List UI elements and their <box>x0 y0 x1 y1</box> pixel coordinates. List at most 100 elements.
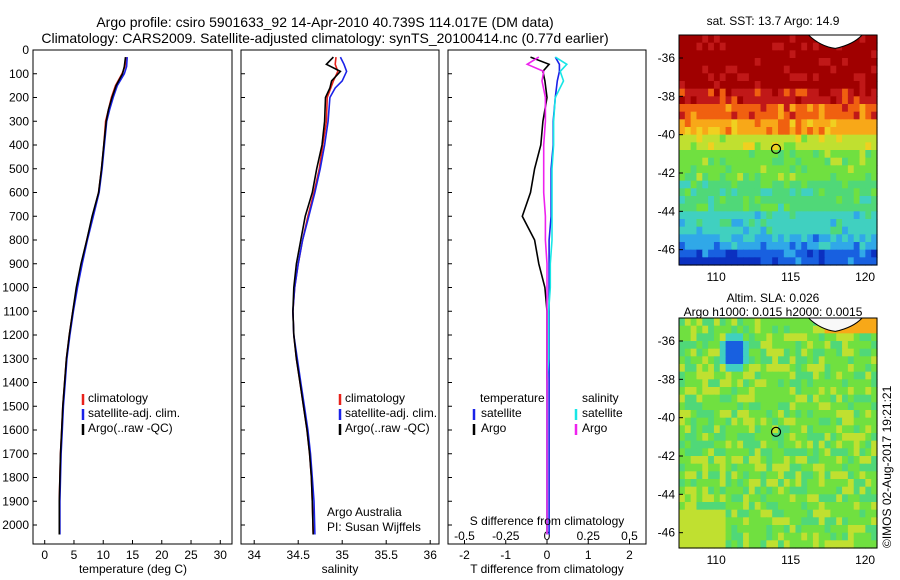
map-cell <box>719 494 727 503</box>
map-cell <box>713 157 721 166</box>
map-cell <box>725 111 733 120</box>
map-cell <box>696 433 703 442</box>
map-cell <box>865 226 872 235</box>
xtick-label: 0 <box>544 548 551 562</box>
map-cell <box>760 35 767 44</box>
map-cell <box>830 88 837 97</box>
map-cell <box>818 242 826 251</box>
map-cell <box>789 348 797 357</box>
map-cell <box>684 502 692 511</box>
map-cell <box>807 517 814 526</box>
map-cell <box>679 188 686 197</box>
map-ytick-label: -44 <box>658 487 676 501</box>
map-cell <box>760 42 767 51</box>
map-cell <box>702 371 709 380</box>
map-cell <box>859 242 866 251</box>
map-cell <box>836 356 843 365</box>
map-cell <box>807 257 814 266</box>
map-cell <box>836 394 843 403</box>
map-cell <box>801 196 808 205</box>
map-cell <box>859 96 866 105</box>
map-cell <box>754 188 762 197</box>
map-cell <box>871 111 878 120</box>
map-cell <box>702 379 709 388</box>
map-cell <box>766 119 773 128</box>
map-cell <box>690 502 698 511</box>
map-cell <box>795 196 802 205</box>
map-cell <box>778 387 785 396</box>
map-cell <box>743 173 750 182</box>
map-cell <box>783 425 791 434</box>
map-cell <box>859 517 866 526</box>
map-cell <box>696 219 703 228</box>
map-cell <box>713 226 721 235</box>
map-cell <box>830 157 837 166</box>
map-cell <box>836 402 843 411</box>
map-cell <box>865 356 872 365</box>
map-cell <box>696 242 703 251</box>
map-cell <box>818 502 826 511</box>
plot-title-line2: Climatology: CARS2009. Satellite-adjuste… <box>41 30 609 46</box>
map-cell <box>818 58 826 67</box>
plot-title-line1: Argo profile: csiro 5901633_92 14-Apr-20… <box>96 14 554 30</box>
map-cell <box>807 180 814 189</box>
map-cell <box>807 65 814 74</box>
map-cell <box>847 463 855 472</box>
map-cell <box>743 471 750 480</box>
ytick-label: 300 <box>9 114 29 128</box>
map-cell <box>842 127 849 136</box>
map-cell <box>696 111 703 120</box>
map-cell <box>696 203 703 212</box>
map-cell <box>731 73 738 82</box>
map-cell <box>812 226 820 235</box>
map-cell <box>702 234 709 243</box>
map-cell <box>737 471 744 480</box>
map-cell <box>696 157 703 166</box>
map-cell <box>760 333 767 342</box>
map-cell <box>731 486 738 495</box>
temperature-panel <box>32 49 233 545</box>
map-cell <box>836 448 843 457</box>
map-cell <box>842 425 849 434</box>
map-cell <box>818 127 826 136</box>
map-cell <box>801 379 808 388</box>
map-cell <box>801 402 808 411</box>
map-cell <box>801 440 808 449</box>
map-cell <box>702 81 709 90</box>
map-cell <box>830 96 837 105</box>
map-cell <box>737 502 744 511</box>
map-cell <box>760 325 767 334</box>
map-cell <box>795 65 802 74</box>
ytick-label: 1000 <box>2 281 29 295</box>
map-cell <box>865 42 872 51</box>
map-cell <box>760 425 767 434</box>
map-cell <box>772 502 779 511</box>
map-cell <box>865 333 872 342</box>
map-cell <box>812 502 820 511</box>
map-cell <box>743 242 750 251</box>
map-cell <box>679 410 686 419</box>
map-cell <box>725 433 733 442</box>
map-cell <box>847 517 855 526</box>
map-cell <box>830 410 837 419</box>
map-cell <box>801 234 808 243</box>
map-cell <box>789 471 797 480</box>
map-cell <box>795 180 802 189</box>
map-cell <box>713 448 721 457</box>
map-cell <box>679 463 686 472</box>
map-cell <box>743 456 750 465</box>
map-cell <box>807 73 814 82</box>
map-cell <box>748 440 756 449</box>
map-cell <box>778 517 785 526</box>
map-cell <box>684 242 692 251</box>
map-cell <box>853 364 861 373</box>
map-cell <box>778 127 785 136</box>
map-cell <box>679 42 686 51</box>
map-cell <box>731 249 738 258</box>
map-cell <box>847 479 855 488</box>
map-cell <box>801 88 808 97</box>
map-cell <box>830 234 837 243</box>
map-ytick-label: -46 <box>658 243 676 257</box>
map-cell <box>778 134 785 143</box>
map-cell <box>807 456 814 465</box>
